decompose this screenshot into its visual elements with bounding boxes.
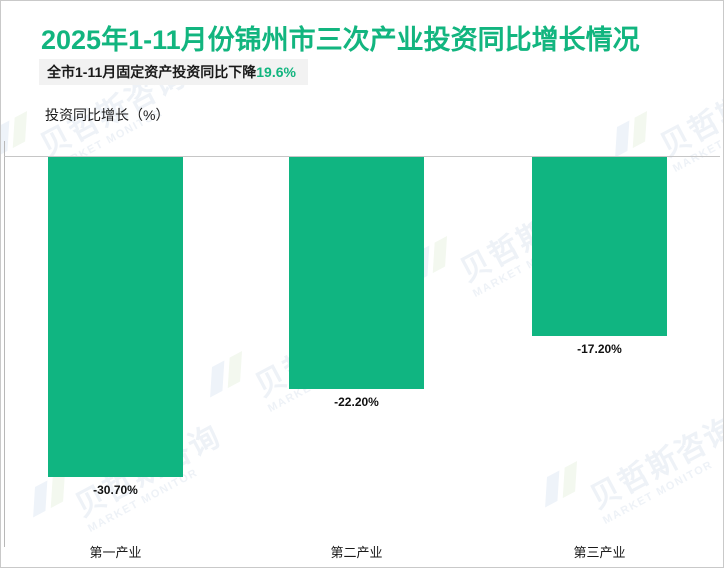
x-axis-category-label: 第二产业 bbox=[330, 545, 383, 560]
subtitle-banner: 全市1-11月固定资产投资同比下降 19.6% bbox=[39, 59, 308, 85]
x-axis-category-label: 第三产业 bbox=[573, 545, 626, 560]
bar[interactable] bbox=[48, 157, 183, 477]
subtitle-value: 19.6% bbox=[256, 64, 296, 80]
page-title: 2025年1-11月份锦州市三次产业投资同比增长情况 bbox=[41, 25, 640, 55]
bar-value-label: -22.20% bbox=[334, 395, 379, 409]
zero-baseline bbox=[4, 156, 720, 157]
y-axis-caption: 投资同比增长（%） bbox=[45, 107, 170, 123]
bar-value-label: -17.20% bbox=[577, 342, 622, 356]
subtitle-label: 全市1-11月固定资产投资同比下降 bbox=[47, 64, 257, 80]
chart-plot-area: -30.70% 第一产业 -22.20% 第二产业 -17.20% 第三产业 bbox=[1, 141, 723, 560]
x-axis-category-label: 第一产业 bbox=[89, 545, 142, 560]
bar-value-label: -30.70% bbox=[93, 483, 138, 497]
bar[interactable] bbox=[532, 157, 667, 336]
y-axis-line bbox=[4, 141, 5, 547]
bar-group: -30.70% 第一产业 bbox=[48, 157, 183, 560]
bar[interactable] bbox=[289, 157, 424, 389]
bar-group: -17.20% 第三产业 bbox=[532, 157, 667, 560]
bar-group: -22.20% 第二产业 bbox=[289, 157, 424, 560]
